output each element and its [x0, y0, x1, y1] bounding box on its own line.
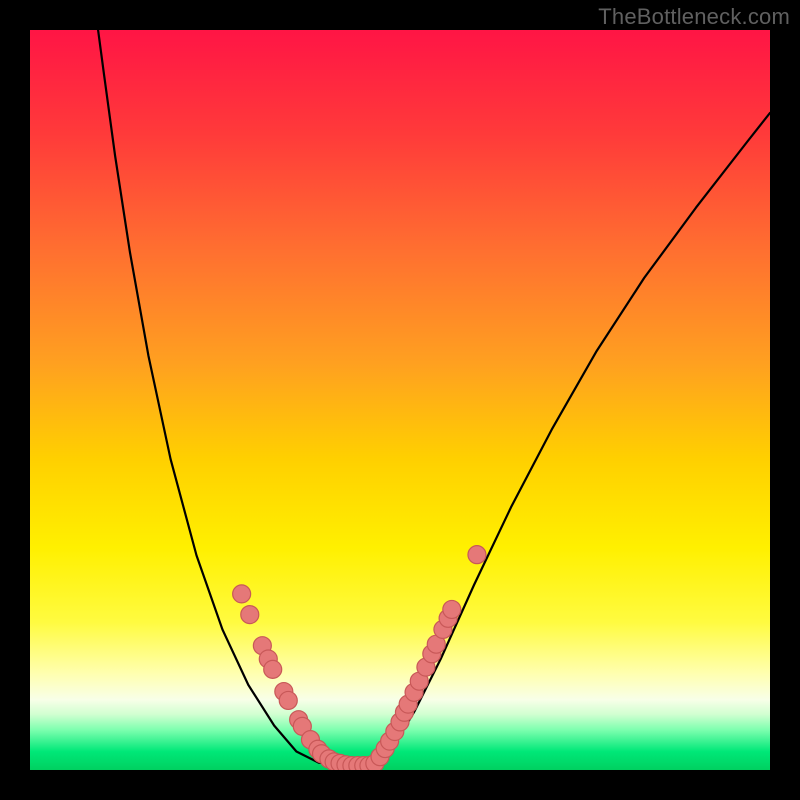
curve-marker [279, 691, 297, 709]
curve-marker [468, 546, 486, 564]
gradient-background [30, 30, 770, 770]
watermark-text: TheBottleneck.com [598, 4, 790, 30]
chart-outer-frame: TheBottleneck.com [0, 0, 800, 800]
curve-marker [241, 606, 259, 624]
plot-area [30, 30, 770, 770]
curve-marker [233, 585, 251, 603]
curve-marker [443, 600, 461, 618]
chart-svg [30, 30, 770, 770]
curve-marker [264, 660, 282, 678]
